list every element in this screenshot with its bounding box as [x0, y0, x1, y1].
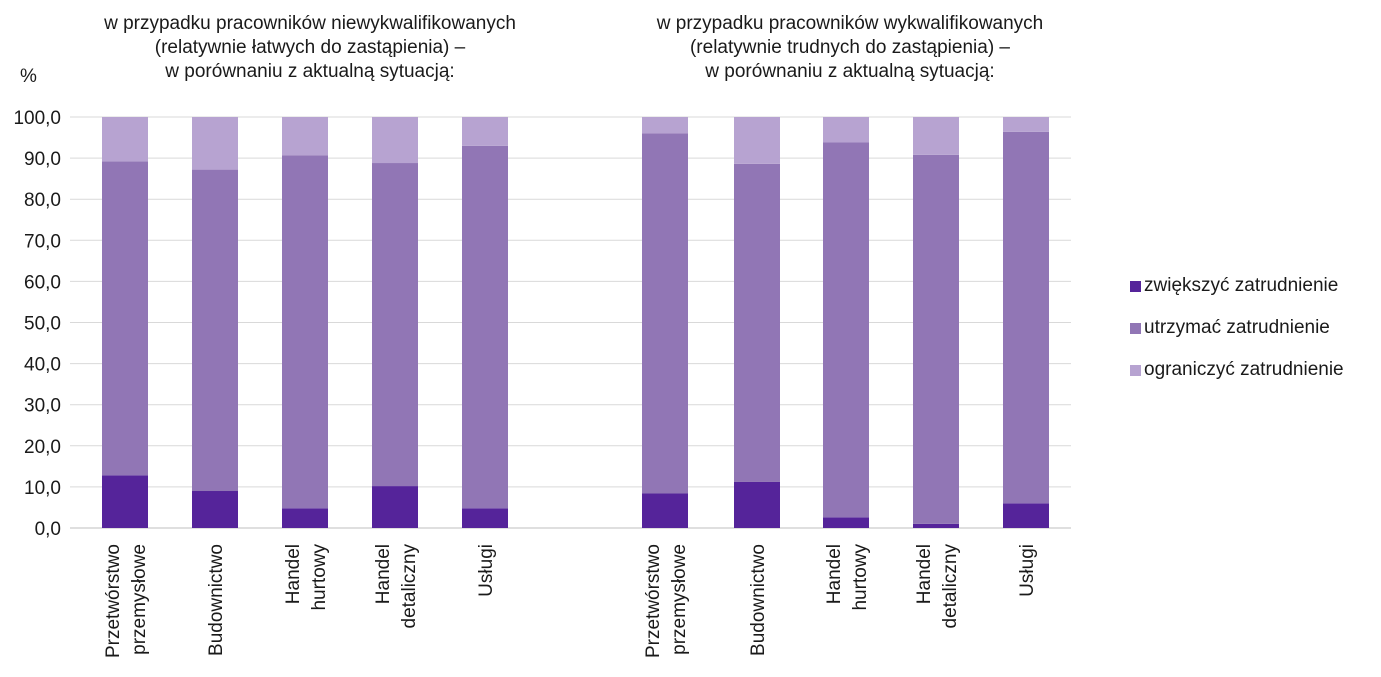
title-line: (relatywnie łatwych do zastąpienia) –: [154, 37, 466, 58]
title-line: w porównaniu z aktualną sytuacją:: [705, 61, 995, 82]
bar-skilled-maintain: [642, 133, 688, 494]
y-tick-label: 40,0: [24, 355, 61, 376]
bar-unskilled-increase: [192, 491, 238, 528]
title-line: w porównaniu z aktualną sytuacją:: [165, 61, 455, 82]
bar-skilled-increase: [642, 493, 688, 528]
bar-skilled-increase: [823, 517, 869, 528]
bar-skilled-reduce: [1003, 117, 1049, 132]
bar-unskilled-maintain: [282, 155, 328, 509]
y-tick-label: 100,0: [13, 108, 61, 129]
y-tick-label: 50,0: [24, 314, 61, 335]
y-tick-label: 60,0: [24, 272, 61, 293]
legend-item-reduce: ograniczyć zatrudnienie: [1130, 358, 1344, 382]
bar-unskilled-maintain: [372, 163, 418, 487]
bar-unskilled-reduce: [102, 117, 148, 162]
bar-skilled-reduce: [913, 117, 959, 155]
y-tick-label: 70,0: [24, 231, 61, 252]
bar-skilled-reduce: [734, 117, 780, 164]
legend-item-maintain: utrzymać zatrudnienie: [1130, 316, 1344, 340]
title-line: (relatywnie trudnych do zastąpienia) –: [689, 37, 1010, 58]
bar-unskilled-increase: [462, 508, 508, 528]
bar-skilled-increase: [734, 481, 780, 528]
category-label: przemysłowe: [129, 544, 150, 655]
bar-unskilled-maintain: [462, 145, 508, 509]
bar-skilled-maintain: [1003, 131, 1049, 504]
legend-label: ograniczyć zatrudnienie: [1144, 359, 1344, 380]
bar-unskilled-maintain: [192, 169, 238, 492]
bar-skilled-reduce: [642, 117, 688, 134]
category-label: Budownictwo: [206, 544, 227, 656]
y-tick-label: 10,0: [24, 478, 61, 499]
bar-skilled-increase: [913, 523, 959, 528]
legend-label: utrzymać zatrudnienie: [1144, 317, 1330, 338]
bar-skilled-maintain: [913, 154, 959, 524]
y-tick-label: 80,0: [24, 190, 61, 211]
category-label: Przetwórstwo: [103, 544, 124, 658]
title-line: w przypadku pracowników niewykwalifikowa…: [104, 13, 516, 34]
y-tick-label: 90,0: [24, 149, 61, 170]
bar-skilled-increase: [1003, 503, 1049, 528]
chart-title-skilled: w przypadku pracowników wykwalifikowanyc…: [590, 12, 1110, 84]
legend: zwiększyć zatrudnienie utrzymać zatrudni…: [1130, 274, 1344, 400]
bar-unskilled-reduce: [192, 117, 238, 170]
category-label: przemysłowe: [669, 544, 690, 655]
bar-unskilled-reduce: [372, 117, 418, 164]
category-label: Budownictwo: [748, 544, 769, 656]
bar-unskilled-increase: [372, 486, 418, 528]
bar-skilled-maintain: [823, 142, 869, 518]
bar-unskilled-increase: [282, 508, 328, 528]
category-label: detaliczny: [399, 544, 420, 629]
category-label: Usługi: [476, 544, 497, 597]
category-label: detaliczny: [940, 544, 961, 629]
category-label: Handel: [283, 544, 304, 604]
legend-label: zwiększyć zatrudnienie: [1144, 275, 1339, 296]
category-label: hurtowy: [309, 544, 330, 611]
y-tick-label: 0,0: [35, 519, 61, 540]
bar-unskilled-maintain: [102, 161, 148, 476]
y-axis-unit: %: [20, 66, 37, 87]
legend-swatch-increase: [1130, 280, 1141, 292]
legend-swatch-reduce: [1130, 364, 1141, 376]
category-label: Handel: [824, 544, 845, 604]
category-label: Przetwórstwo: [643, 544, 664, 658]
bar-unskilled-reduce: [462, 117, 508, 146]
chart-title-unskilled: w przypadku pracowników niewykwalifikowa…: [50, 12, 570, 84]
category-label: Handel: [373, 544, 394, 604]
legend-swatch-maintain: [1130, 322, 1141, 334]
legend-item-increase: zwiększyć zatrudnienie: [1130, 274, 1344, 298]
bar-skilled-maintain: [734, 163, 780, 482]
bar-unskilled-increase: [102, 475, 148, 528]
title-line: w przypadku pracowników wykwalifikowanyc…: [656, 13, 1044, 34]
bar-skilled-reduce: [823, 117, 869, 143]
category-label: Usługi: [1017, 544, 1038, 597]
y-tick-label: 30,0: [24, 396, 61, 417]
y-tick-label: 20,0: [24, 437, 61, 458]
category-label: Handel: [914, 544, 935, 604]
bar-unskilled-reduce: [282, 117, 328, 156]
category-label: hurtowy: [850, 544, 871, 611]
